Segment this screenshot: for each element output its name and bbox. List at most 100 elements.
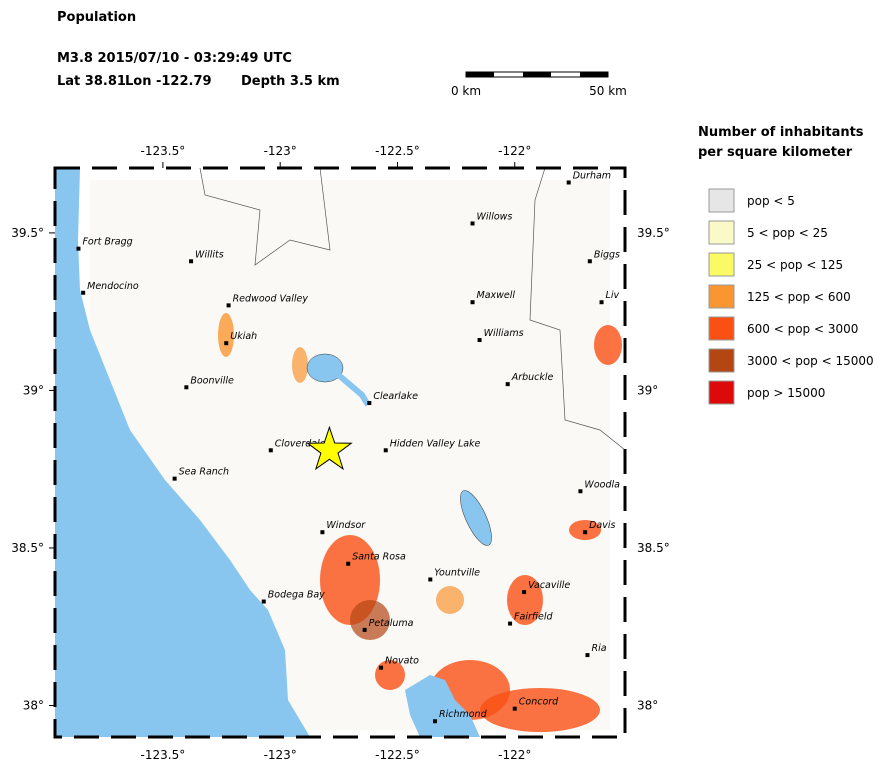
ocean [55, 168, 310, 737]
lon-tick-label: -122° [498, 748, 531, 762]
city-marker [470, 221, 475, 226]
city-marker [362, 627, 367, 632]
city-label: Ria [591, 643, 606, 654]
city-marker [224, 341, 229, 346]
city-label: Clearlake [373, 391, 418, 402]
city-label: Fairfield [514, 612, 553, 623]
city-marker [566, 180, 571, 185]
city-marker [477, 338, 482, 343]
lon-tick-label: -122.5° [375, 748, 420, 762]
lon-tick-label: -123° [264, 748, 297, 762]
city-label: Petaluma [369, 618, 414, 629]
city-label: Richmond [439, 709, 488, 720]
city-marker [320, 530, 325, 535]
city-label: Woodla [584, 479, 620, 490]
city-marker [383, 448, 388, 453]
county-line [529, 168, 625, 451]
legend-swatch [708, 284, 735, 309]
event-lon: Lon -122.79 [125, 74, 212, 89]
legend-title: per square kilometer [698, 145, 853, 160]
event-lat: Lat 38.81 [57, 74, 126, 89]
city-marker [599, 300, 604, 305]
city-marker [172, 476, 177, 481]
event-depth: Depth 3.5 km [241, 74, 340, 89]
legend-label: 125 < pop < 600 [747, 290, 851, 304]
legend-label: 25 < pop < 125 [747, 258, 843, 272]
city-label: Santa Rosa [352, 552, 406, 563]
city-marker [428, 577, 433, 582]
map-body [55, 168, 625, 737]
city-marker [505, 382, 510, 387]
city-marker [578, 489, 583, 494]
legend-label: 600 < pop < 3000 [747, 322, 858, 336]
legend-swatch [708, 316, 735, 341]
city-label: Ukiah [230, 331, 257, 342]
city-marker [76, 246, 81, 251]
lat-tick-label: 39.5° [11, 226, 44, 240]
city-label: Windsor [326, 520, 366, 531]
city-label: Maxwell [477, 290, 516, 301]
lon-tick-label: -123° [264, 144, 297, 158]
city-label: Davis [589, 520, 615, 531]
lat-tick-label: 38° [23, 698, 44, 712]
city-marker [226, 303, 231, 308]
city-label: Novato [385, 656, 419, 667]
map-frame [53, 166, 627, 739]
city-marker [346, 561, 351, 566]
lat-tick-label: 38.5° [637, 541, 670, 555]
legend-label: pop > 15000 [747, 386, 825, 400]
lake-berryessa [460, 490, 492, 546]
legend-swatch [708, 252, 735, 277]
bay [405, 675, 480, 737]
lon-tick-label: -122° [498, 144, 531, 158]
legend-swatch [708, 188, 735, 213]
city-label: Bodega Bay [268, 590, 325, 601]
legend-swatch [708, 380, 735, 405]
lon-tick-label: -123.5° [141, 748, 186, 762]
city-label: Redwood Valley [233, 293, 309, 304]
city-label: Hidden Valley Lake [390, 438, 481, 449]
city-marker [522, 590, 527, 595]
city-marker [379, 665, 384, 670]
lat-tick-label: 38.5° [11, 541, 44, 555]
city-label: Boonville [190, 375, 234, 386]
legend-swatch [708, 348, 735, 373]
city-marker [367, 401, 372, 406]
scale-end: 50 km [589, 84, 627, 98]
city-label: Cloverdale [275, 438, 326, 449]
city-label: Arbuckle [511, 372, 554, 383]
lat-tick-label: 39° [637, 383, 658, 397]
clear-lake-arm [333, 369, 371, 407]
city-marker [261, 599, 266, 604]
map-overlay: Fort Bragg Mendocino Willits Redwood Valley… [76, 170, 620, 724]
legend-label: 3000 < pop < 15000 [747, 354, 874, 368]
epicenter [306, 425, 353, 471]
city-marker [433, 719, 437, 724]
scale-start: 0 km [451, 84, 481, 98]
city-marker [587, 259, 592, 264]
population-blobs [218, 313, 622, 732]
county-line [199, 168, 331, 266]
city-marker [585, 653, 590, 658]
legend-label: pop < 5 [747, 194, 795, 208]
city-label: Concord [519, 697, 559, 708]
legend-swatch [708, 220, 735, 245]
lon-tick-label: -122.5° [375, 144, 420, 158]
city-marker [184, 385, 189, 390]
lat-tick-label: 38° [637, 698, 658, 712]
city-label: Mendocino [87, 281, 139, 292]
city-marker [189, 259, 194, 264]
city-label: Willows [477, 211, 513, 222]
city-marker [81, 290, 86, 295]
city-marker [512, 706, 517, 711]
legend-label: 5 < pop < 25 [747, 226, 828, 240]
city-marker [470, 300, 475, 305]
city-marker [268, 448, 273, 453]
city-label: Durham [573, 170, 611, 181]
scale-bar [465, 71, 609, 78]
city-label: Biggs [594, 249, 620, 260]
city-label: Vacaville [528, 580, 570, 591]
city-label: Williams [484, 328, 524, 339]
legend-title: Number of inhabitants [698, 125, 864, 140]
